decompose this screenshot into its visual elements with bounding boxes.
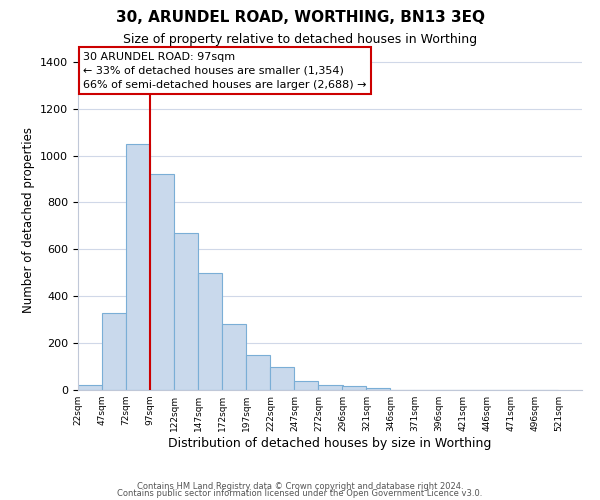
Text: 30, ARUNDEL ROAD, WORTHING, BN13 3EQ: 30, ARUNDEL ROAD, WORTHING, BN13 3EQ [115,10,485,25]
Bar [271,366,295,390]
Bar [247,355,271,390]
Bar [150,174,174,390]
Bar [341,386,365,390]
Bar [365,388,389,390]
Bar [78,386,102,390]
Text: Contains public sector information licensed under the Open Government Licence v3: Contains public sector information licen… [118,489,482,498]
Bar [198,273,222,390]
Text: Contains HM Land Registry data © Crown copyright and database right 2024.: Contains HM Land Registry data © Crown c… [137,482,463,491]
Bar [102,312,126,390]
Bar [222,324,247,390]
X-axis label: Distribution of detached houses by size in Worthing: Distribution of detached houses by size … [169,437,491,450]
Bar [126,144,150,390]
Bar [295,380,319,390]
Bar [319,386,343,390]
Y-axis label: Number of detached properties: Number of detached properties [22,127,35,313]
Bar [174,233,198,390]
Text: Size of property relative to detached houses in Worthing: Size of property relative to detached ho… [123,32,477,46]
Text: 30 ARUNDEL ROAD: 97sqm
← 33% of detached houses are smaller (1,354)
66% of semi-: 30 ARUNDEL ROAD: 97sqm ← 33% of detached… [83,52,367,90]
